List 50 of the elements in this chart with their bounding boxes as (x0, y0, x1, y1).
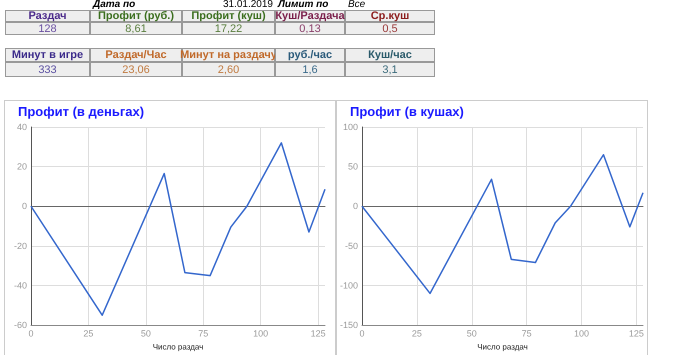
y-tick-label: 0 (353, 201, 358, 212)
x-tick-label: 25 (412, 328, 422, 339)
text: руб./час (275, 48, 345, 62)
y-tick-label: -40 (14, 280, 27, 290)
x-tick-label: 100 (253, 328, 268, 339)
x-tick-label: 75 (198, 328, 208, 339)
text: 0,13 (275, 22, 345, 35)
text: 1,6 (275, 62, 345, 77)
text: 0,5 (345, 22, 435, 35)
text: 8,61 (90, 22, 182, 35)
text: 17,22 (182, 22, 275, 35)
y-tick-label: -100 (340, 280, 358, 290)
x-tick-label: 0 (28, 328, 34, 339)
text: Ср.куш (345, 10, 435, 22)
x-tick-label: 125 (628, 328, 644, 339)
y-tick-label: -150 (340, 320, 358, 330)
line-series (361, 154, 644, 294)
text: 2,60 (182, 62, 275, 77)
y-tick-label: -20 (14, 240, 27, 251)
text: Куш/Раздача (275, 10, 345, 22)
text: 23,06 (90, 62, 182, 77)
y-tick-label: 40 (16, 122, 27, 132)
y-tick-label: 100 (342, 122, 358, 132)
text: Минут в игре (5, 48, 90, 62)
x-axis-title: Число раздач (477, 342, 528, 352)
x-tick-label: 50 (466, 328, 477, 339)
text: Минут на раздачу (180, 48, 277, 62)
text: Профит (куш) (182, 10, 275, 22)
text: Куш/час (345, 48, 435, 62)
y-tick-label: 0 (22, 201, 27, 212)
y-tick-label: -50 (345, 240, 358, 251)
x-axis-title: Число раздач (152, 342, 204, 352)
text: Профит (руб.) (90, 10, 182, 22)
x-tick-label: 0 (360, 328, 365, 339)
x-tick-label: 25 (83, 328, 94, 339)
chart-title: Профит (в деньгах) (18, 104, 144, 119)
text: 333 (5, 62, 90, 77)
y-tick-label: -60 (14, 320, 27, 330)
x-tick-label: 75 (522, 328, 532, 339)
text: 3,1 (345, 62, 435, 77)
chart-title: Профит (в кушах) (350, 104, 464, 119)
x-tick-label: 100 (574, 328, 590, 339)
text: 128 (5, 22, 90, 35)
x-tick-label: 50 (140, 328, 151, 339)
line-series (30, 142, 326, 316)
y-tick-label: 20 (16, 162, 27, 172)
text: Раздач (5, 10, 90, 22)
y-tick-label: 50 (348, 162, 358, 172)
text: Раздач/Час (90, 48, 182, 62)
x-tick-label: 125 (310, 328, 326, 339)
